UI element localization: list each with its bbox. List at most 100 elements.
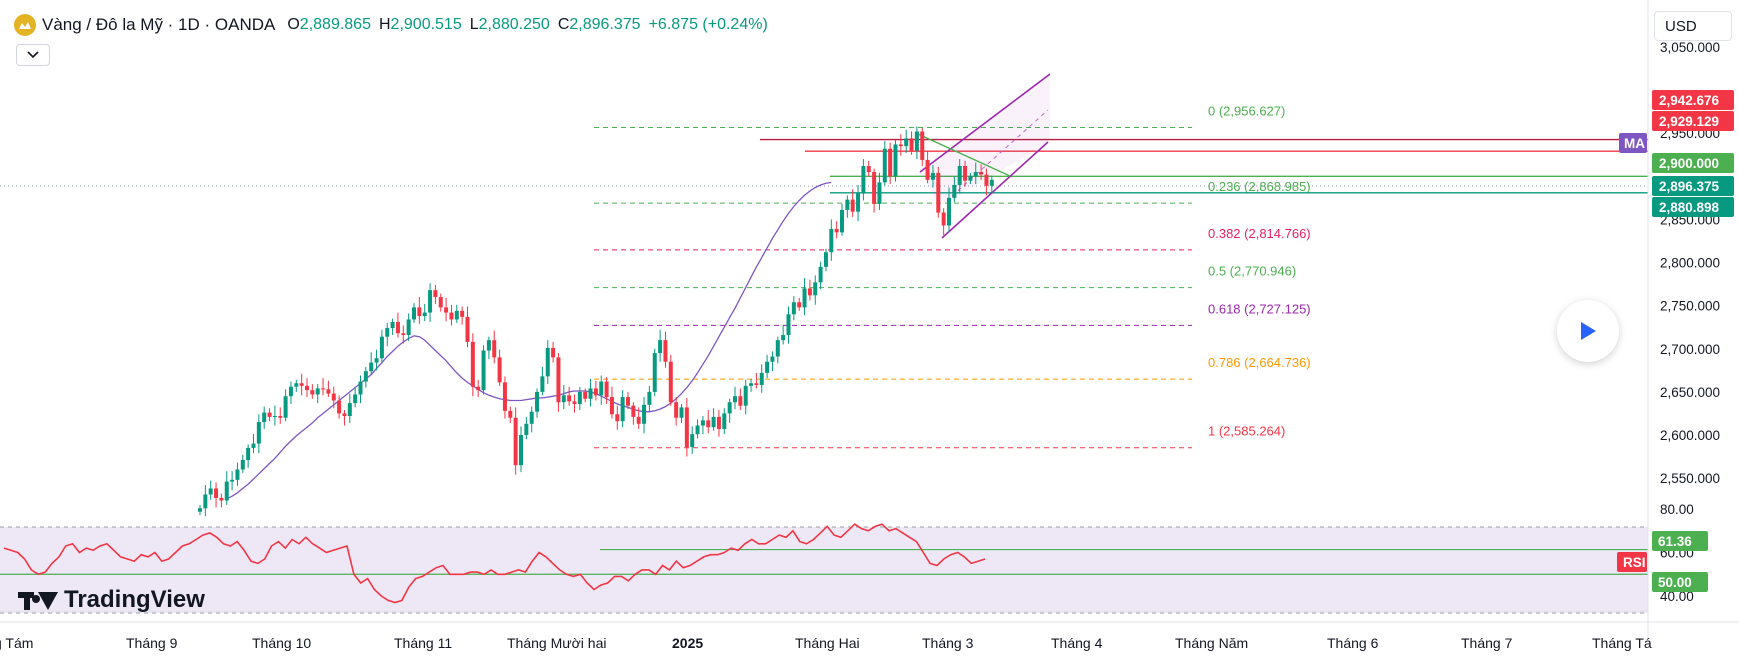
candle[interactable]: [577, 386, 582, 410]
candle[interactable]: [770, 351, 775, 372]
candle[interactable]: [502, 376, 507, 419]
candle[interactable]: [952, 176, 957, 203]
candle[interactable]: [256, 414, 261, 454]
candle[interactable]: [690, 426, 695, 454]
candle[interactable]: [492, 330, 497, 364]
candle[interactable]: [963, 160, 968, 187]
candle[interactable]: [203, 484, 208, 517]
candle[interactable]: [224, 471, 229, 505]
price-badge[interactable]: [1652, 90, 1734, 110]
candle[interactable]: [818, 261, 823, 290]
price-badge[interactable]: [1652, 197, 1734, 217]
candle[interactable]: [246, 444, 251, 468]
candle[interactable]: [588, 378, 593, 407]
candle[interactable]: [759, 364, 764, 393]
candle[interactable]: [230, 471, 235, 491]
candle[interactable]: [893, 140, 898, 182]
candle[interactable]: [823, 248, 828, 272]
candle[interactable]: [930, 165, 935, 188]
candle[interactable]: [321, 378, 326, 396]
candle[interactable]: [470, 333, 475, 397]
candle[interactable]: [872, 168, 877, 213]
symbol-title[interactable]: Vàng / Đô la Mỹ · 1D · OANDA: [42, 15, 276, 34]
rsi-badge[interactable]: [1652, 531, 1708, 551]
candle[interactable]: [299, 373, 304, 396]
candle[interactable]: [262, 406, 267, 429]
candle[interactable]: [385, 322, 390, 347]
candle[interactable]: [743, 379, 748, 415]
candle[interactable]: [567, 386, 572, 406]
candle[interactable]: [979, 164, 984, 180]
candle[interactable]: [716, 409, 721, 437]
candle[interactable]: [920, 128, 925, 166]
candle[interactable]: [545, 340, 550, 385]
candle[interactable]: [984, 168, 989, 196]
candle[interactable]: [861, 159, 866, 201]
candle[interactable]: [572, 394, 577, 413]
candle[interactable]: [813, 275, 818, 305]
candle[interactable]: [422, 303, 427, 322]
candle[interactable]: [535, 388, 540, 418]
candle[interactable]: [449, 304, 454, 326]
rsi-badge[interactable]: [1617, 552, 1647, 572]
candle[interactable]: [486, 336, 491, 360]
candle[interactable]: [679, 403, 684, 423]
candle[interactable]: [524, 416, 529, 440]
candle[interactable]: [738, 388, 743, 410]
candle[interactable]: [775, 336, 780, 364]
candle[interactable]: [267, 408, 272, 422]
candle[interactable]: [834, 221, 839, 239]
candle[interactable]: [840, 203, 844, 236]
candle[interactable]: [240, 454, 245, 473]
tradingview-watermark[interactable]: TradingView: [18, 586, 205, 614]
price-badge[interactable]: [1652, 176, 1734, 196]
candle[interactable]: [856, 184, 861, 222]
candle[interactable]: [599, 375, 604, 405]
candle[interactable]: [401, 325, 406, 344]
candle[interactable]: [278, 407, 283, 424]
candle[interactable]: [636, 407, 641, 429]
candle[interactable]: [631, 402, 636, 425]
candle[interactable]: [369, 352, 374, 375]
candle[interactable]: [363, 366, 368, 388]
candle[interactable]: [722, 408, 727, 435]
candle[interactable]: [674, 397, 679, 426]
candle[interactable]: [802, 278, 807, 316]
candle[interactable]: [288, 381, 293, 404]
candle[interactable]: [898, 134, 903, 156]
candle[interactable]: [272, 405, 277, 426]
candle[interactable]: [208, 480, 213, 500]
candle[interactable]: [235, 462, 240, 486]
candle[interactable]: [947, 187, 951, 233]
candle[interactable]: [850, 189, 855, 217]
candle[interactable]: [529, 406, 534, 433]
candle[interactable]: [925, 150, 930, 184]
candle[interactable]: [973, 162, 978, 185]
candle[interactable]: [786, 306, 791, 344]
candle[interactable]: [481, 345, 486, 395]
candle[interactable]: [513, 407, 518, 475]
candle[interactable]: [417, 297, 422, 324]
candle[interactable]: [219, 493, 224, 508]
candle[interactable]: [433, 284, 438, 304]
candle[interactable]: [749, 378, 754, 392]
candle[interactable]: [497, 349, 502, 386]
candle[interactable]: [406, 313, 411, 342]
rsi-badge[interactable]: [1652, 572, 1708, 592]
candle[interactable]: [454, 304, 459, 323]
candle[interactable]: [379, 329, 384, 364]
candle[interactable]: [331, 386, 336, 409]
candle[interactable]: [807, 279, 812, 301]
candle[interactable]: [214, 482, 219, 508]
candle[interactable]: [476, 379, 481, 398]
candle[interactable]: [866, 160, 871, 177]
candle[interactable]: [540, 366, 545, 396]
candle[interactable]: [438, 293, 443, 312]
candle[interactable]: [460, 306, 465, 325]
candle[interactable]: [519, 426, 523, 473]
price-badge[interactable]: [1652, 153, 1734, 173]
legend-toggle-button[interactable]: [16, 44, 50, 66]
candle[interactable]: [310, 384, 315, 399]
candle[interactable]: [583, 388, 588, 403]
candle[interactable]: [337, 395, 342, 419]
